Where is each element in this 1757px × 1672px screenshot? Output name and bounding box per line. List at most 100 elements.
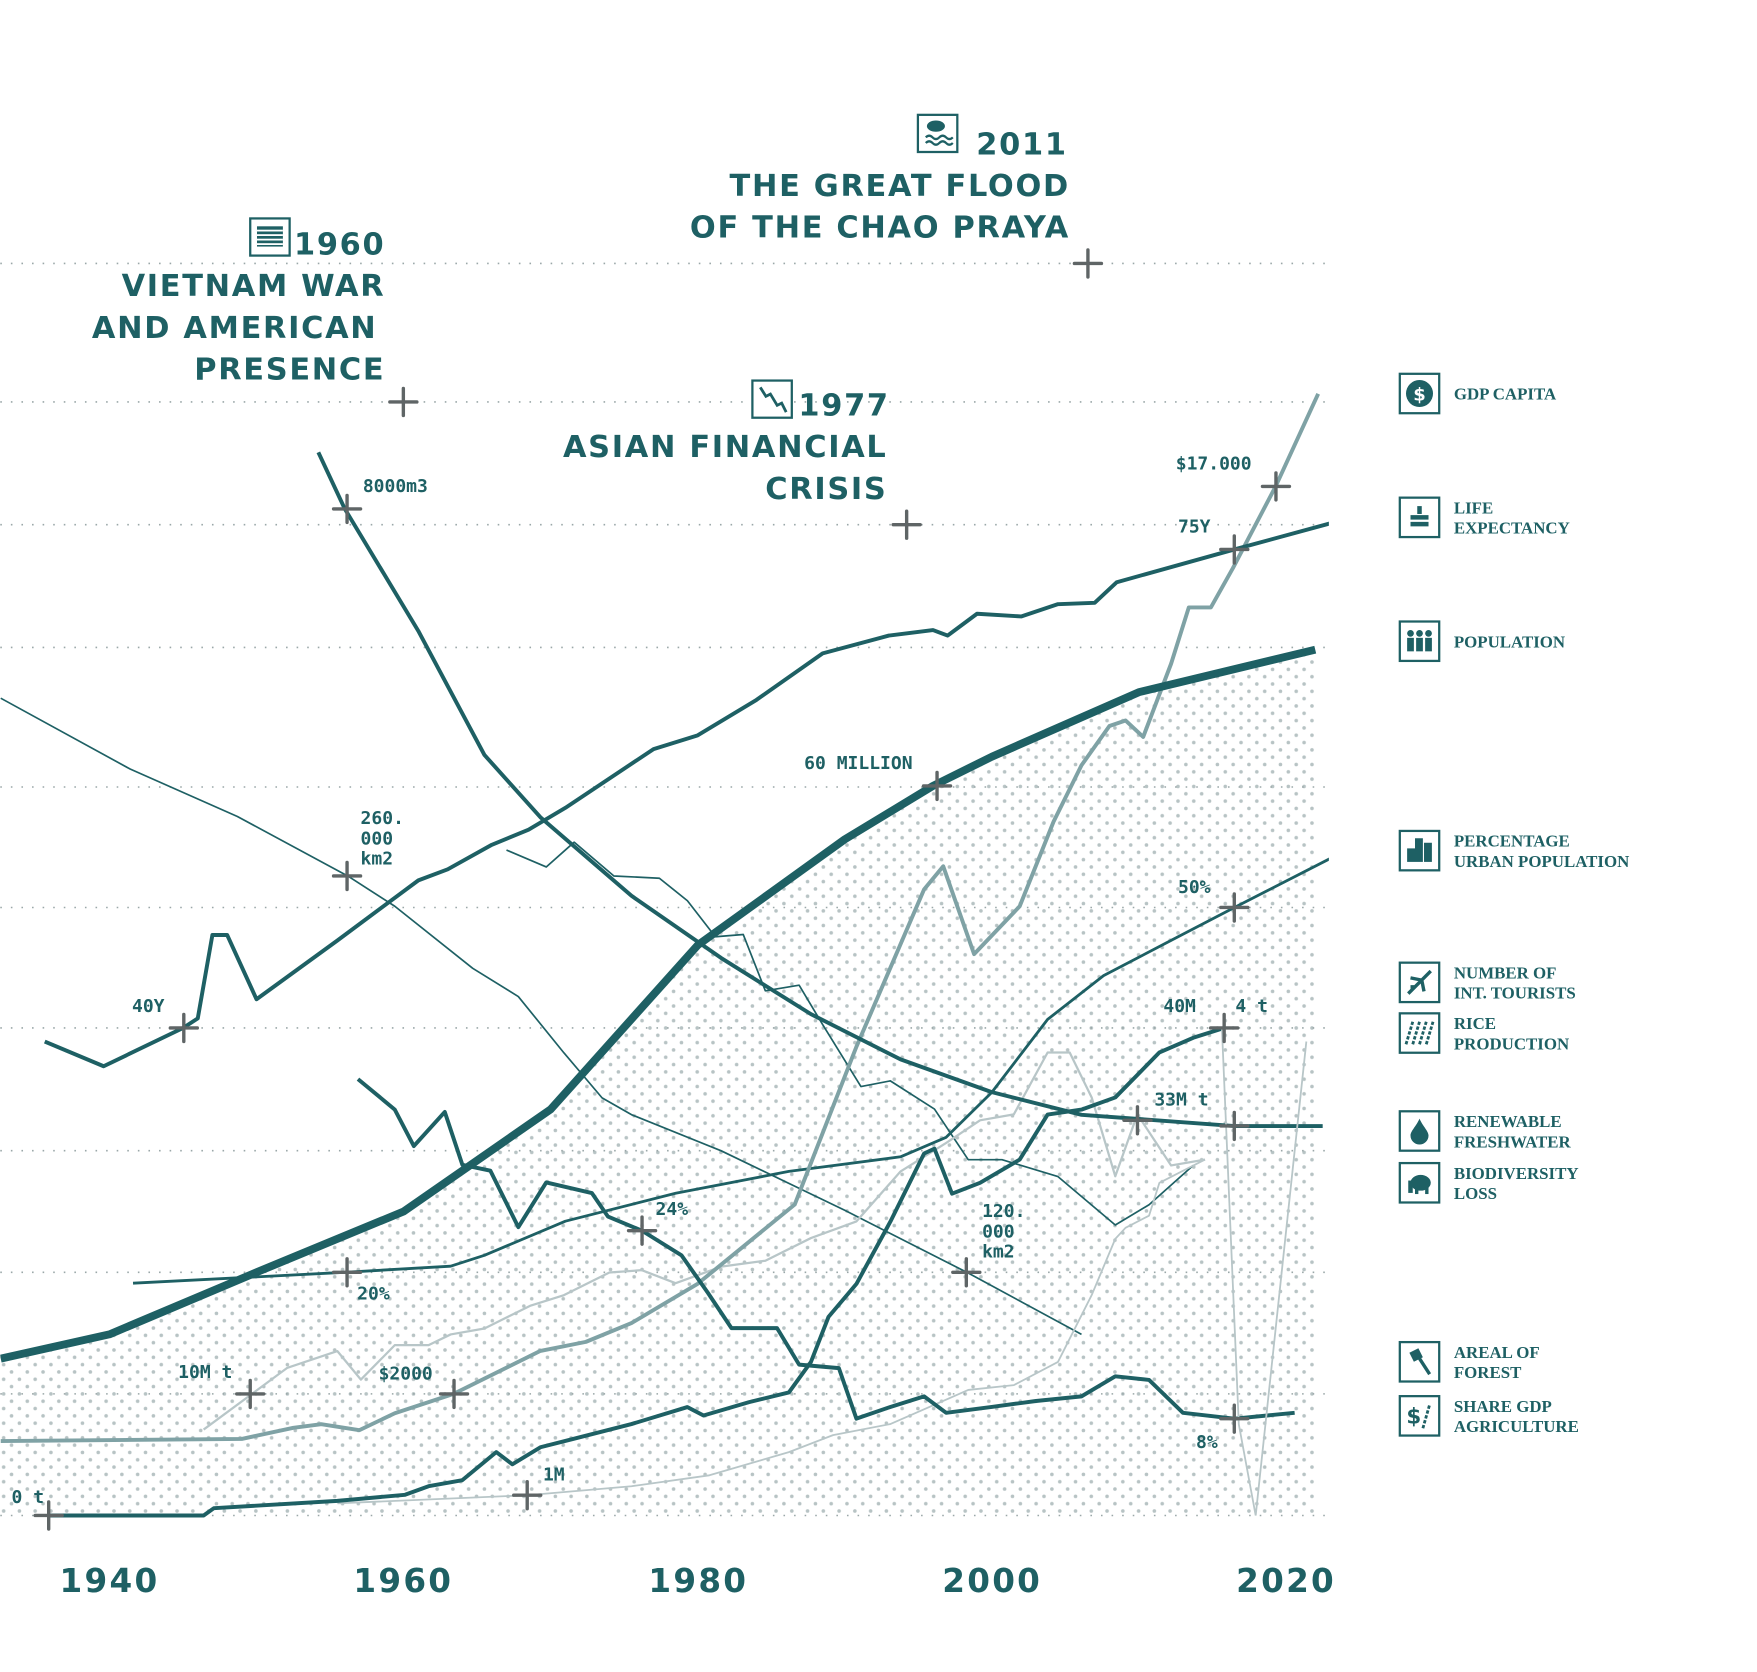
- series-line-agriculture: [356, 1077, 1295, 1421]
- series-layer: [0, 393, 1329, 1518]
- legend-label: SHARE GDP: [1454, 1397, 1552, 1416]
- series-line-tonnes: [49, 1026, 1225, 1518]
- crosshair-marker: [438, 1378, 470, 1410]
- annotation-label: 8000m3: [363, 476, 428, 497]
- annotation-label: 33M t: [1154, 1090, 1208, 1111]
- event-year: 1960: [294, 227, 385, 262]
- rice-icon: [1398, 1012, 1441, 1054]
- crosshair-marker: [1219, 1403, 1250, 1434]
- crosshair-marker: [1219, 1110, 1250, 1142]
- annotations: 8000m3 260. 000 km2 40Y 75Y $17.000 60 M…: [12, 454, 1268, 1509]
- dollar-wheat-icon: $: [1398, 1395, 1441, 1437]
- crosshair-marker: [626, 1215, 658, 1246]
- annotation-label: 75Y: [1178, 517, 1211, 538]
- crosshair-marker: [331, 1257, 363, 1288]
- crosshair-marker: [1260, 471, 1292, 502]
- legend: $ GDP CAPITA LIFE EXPECTANCY POPULATION PERCE…: [1398, 372, 1629, 1437]
- legend-label: RICE: [1454, 1014, 1496, 1033]
- annotation-label: 24%: [656, 1199, 689, 1220]
- crosshair-marker: [951, 1257, 982, 1288]
- legend-label: AGRICULTURE: [1454, 1417, 1579, 1436]
- x-axis: 1940 1960 1980 2000 2020: [60, 1562, 1336, 1600]
- event-title-line: VIETNAM WAR: [122, 269, 386, 304]
- annotation-label: 40Y: [132, 996, 165, 1017]
- event-title-line: CRISIS: [765, 472, 887, 507]
- us-flag-icon: [249, 217, 291, 257]
- legend-item: LIFE EXPECTANCY: [1398, 496, 1570, 539]
- cake-icon: [1398, 496, 1441, 539]
- crosshair-marker: [331, 860, 363, 892]
- crosshair-marker: [388, 386, 419, 418]
- axe-icon: [1398, 1340, 1441, 1383]
- legend-label: RENEWABLE: [1454, 1112, 1562, 1131]
- legend-label: BIODIVERSITY: [1454, 1164, 1579, 1183]
- annotation-label: 260.: [361, 808, 404, 829]
- legend-label: LOSS: [1454, 1184, 1497, 1203]
- annotation-label: 60 MILLION: [804, 753, 912, 774]
- event-year: 1977: [798, 388, 889, 423]
- crosshair-marker: [891, 509, 922, 540]
- event-title-line: THE GREAT FLOOD: [730, 169, 1070, 204]
- event-2011: 2011 THE GREAT FLOOD OF THE CHAO PRAYA: [690, 113, 1070, 246]
- people-icon: [1398, 620, 1441, 663]
- event-1960: 1960 VIETNAM WAR AND AMERICAN PRESENCE: [92, 217, 386, 387]
- x-tick-label: 1980: [648, 1562, 748, 1600]
- event-1977: 1977 ASIAN FINANCIAL CRISIS: [563, 379, 889, 507]
- crosshair-marker: [1122, 1105, 1153, 1136]
- crosshair-markers: [33, 248, 1292, 1531]
- crosshair-marker: [921, 770, 953, 802]
- svg-text:$: $: [1413, 384, 1426, 405]
- crosshair-marker: [235, 1378, 266, 1410]
- dollar-icon: $: [1398, 372, 1441, 415]
- annotation-label: 8%: [1196, 1432, 1218, 1453]
- elephant-icon: [1398, 1161, 1441, 1204]
- legend-label: AREAL OF: [1454, 1343, 1540, 1362]
- legend-label: URBAN POPULATION: [1454, 852, 1629, 871]
- spike-line: [1221, 1027, 1308, 1516]
- annotation-label: km2: [982, 1242, 1015, 1263]
- event-title-line: ASIAN FINANCIAL: [563, 430, 888, 465]
- annotation-label: $17.000: [1176, 454, 1252, 475]
- crosshair-marker: [1219, 534, 1250, 565]
- annotation-label: 120.: [982, 1201, 1025, 1222]
- legend-label: LIFE: [1454, 498, 1493, 517]
- legend-label: GDP CAPITA: [1454, 385, 1557, 404]
- series-line-life: [43, 521, 1329, 1069]
- event-title-line: PRESENCE: [194, 352, 385, 387]
- crosshair-marker: [1219, 892, 1250, 923]
- series-line-freshwater: [316, 451, 1323, 1129]
- annotation-label: 4 t: [1235, 996, 1268, 1017]
- event-year: 2011: [976, 127, 1067, 162]
- annotation-label: 10M t: [178, 1362, 232, 1383]
- x-tick-label: 2020: [1236, 1562, 1336, 1600]
- annotation-label: 50%: [1178, 877, 1211, 898]
- event-title-line: OF THE CHAO PRAYA: [690, 211, 1070, 246]
- annotation-label: 000: [361, 828, 394, 849]
- annotation-label: $2000: [379, 1363, 433, 1384]
- x-tick-label: 1940: [60, 1562, 160, 1600]
- crosshair-marker: [1208, 1012, 1240, 1044]
- legend-label: PERCENTAGE: [1454, 832, 1570, 851]
- legend-label: FOREST: [1454, 1363, 1522, 1382]
- series-line-forest: [0, 697, 1082, 1336]
- crosshair-marker: [331, 493, 363, 525]
- series-line-tourists: [337, 1158, 1206, 1505]
- event-title-line: AND AMERICAN: [92, 311, 378, 346]
- svg-text:$: $: [1406, 1405, 1421, 1430]
- series-line-gdp: [0, 393, 1320, 1444]
- legend-label: EXPECTANCY: [1454, 519, 1570, 538]
- legend-label: INT. TOURISTS: [1454, 984, 1576, 1003]
- legend-label: FRESHWATER: [1454, 1132, 1572, 1151]
- crosshair-marker: [1072, 248, 1104, 279]
- legend-label: POPULATION: [1454, 632, 1565, 651]
- x-tick-label: 1960: [353, 1562, 453, 1600]
- series-line-rice: [202, 1051, 1206, 1431]
- population-area-fill: [0, 649, 1316, 1516]
- legend-item: NUMBER OF INT. TOURISTS: [1398, 961, 1576, 1004]
